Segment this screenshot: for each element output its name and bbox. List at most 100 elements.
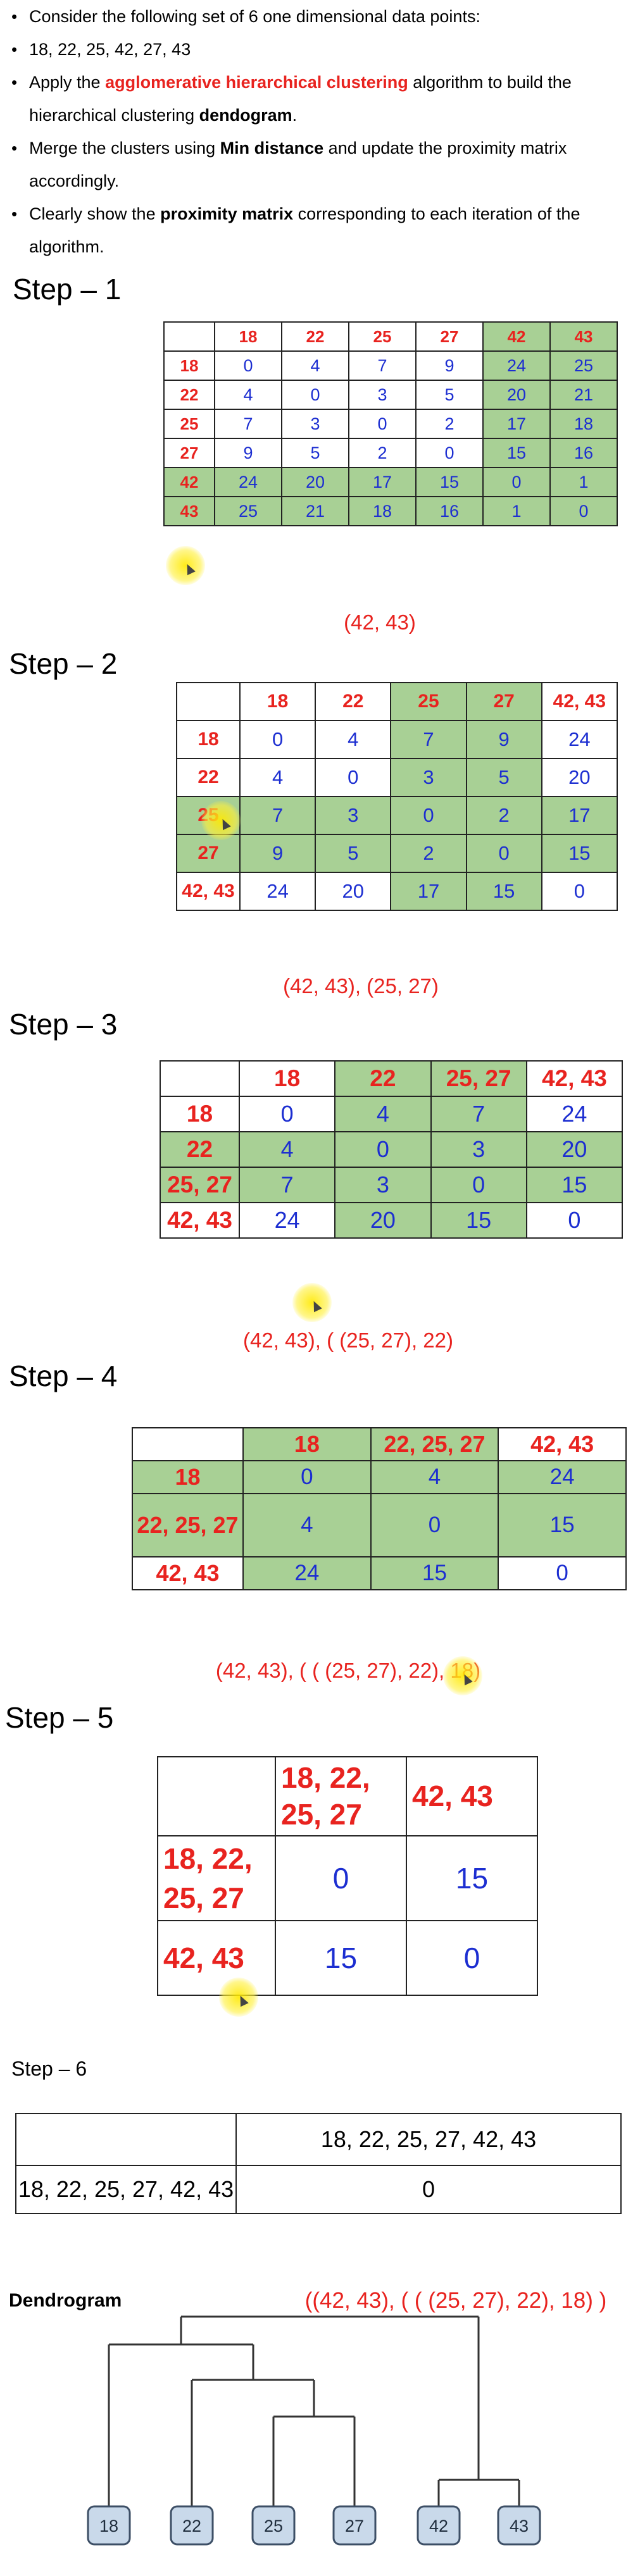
proximity-matrix-step-1: 18 22 25 27 42 43 18 0 4 7 9 24 25 22 4 0 3 5 20 21 25 7 3 0 2 17…: [163, 321, 618, 526]
matrix-cell: 2: [390, 834, 467, 873]
matrix-cell: 24: [541, 720, 618, 759]
matrix-cell: 5: [281, 438, 349, 468]
column-header: 18: [242, 1427, 372, 1461]
bullet-text: and update the proximity matrix accordin…: [29, 139, 567, 190]
matrix-cell: 0: [390, 796, 467, 835]
row-header: 42, 43: [160, 1202, 240, 1239]
cursor-highlight: [219, 1978, 258, 2017]
matrix-cell: 20: [482, 380, 551, 410]
matrix-cell: 7: [348, 350, 417, 381]
matrix-cell: 0: [415, 438, 484, 468]
column-header: 22: [281, 321, 349, 352]
matrix-cell: 7: [239, 796, 316, 835]
matrix-cell: 0: [482, 467, 551, 497]
matrix-cell: 0: [242, 1460, 372, 1494]
proximity-matrix-step-3: 18 22 25, 27 42, 43 18 0 4 7 24 22 4 0 3 20 25, 27 7 3 0 1…: [160, 1060, 624, 1239]
matrix-cell: 17: [482, 409, 551, 439]
bullet-text: Min distance: [220, 139, 324, 158]
matrix-cell: 2: [348, 438, 417, 468]
bullet-text: agglomerative hierarchical clustering: [105, 73, 408, 92]
column-header: 22: [315, 682, 392, 721]
row-header: 27: [176, 834, 241, 873]
row-header: 22: [160, 1131, 240, 1168]
row-header: 18: [132, 1460, 244, 1494]
matrix-cell: 1: [549, 467, 618, 497]
row-header: 27: [163, 438, 215, 468]
column-header: 18: [238, 1060, 336, 1097]
matrix-cell: 24: [238, 1202, 336, 1239]
dendrogram-leaf: [332, 2505, 377, 2546]
matrix-cell: 2: [465, 796, 542, 835]
row-header: 18: [176, 720, 241, 759]
step-2-title: Step – 2: [9, 647, 118, 680]
row-header: 42, 43: [132, 1556, 244, 1590]
dendrogram-leaf: [417, 2505, 461, 2546]
matrix-cell: 15: [370, 1556, 499, 1590]
matrix-cell: 4: [238, 1131, 336, 1168]
matrix-cell: 4: [370, 1460, 499, 1494]
matrix-cell: 16: [415, 496, 484, 526]
column-header: 42, 43: [498, 1427, 627, 1461]
step-3-merge-result: (42, 43), ( (25, 27), 22): [243, 1328, 453, 1352]
step-4-merge-result: (42, 43), ( ( (25, 27), 22), 18): [215, 1659, 481, 1682]
column-header: 22, 25, 27: [370, 1427, 499, 1461]
dendrogram-tree: 18 22 25 27 42 43: [87, 2315, 541, 2546]
dendrogram-leaf-label: 25: [264, 2517, 283, 2536]
problem-statement: Consider the following set of 6 one dime…: [9, 0, 629, 263]
row-header: 25, 27: [160, 1167, 240, 1203]
matrix-cell: 0: [275, 1835, 407, 1922]
bullet-3: Apply the agglomerative hierarchical clu…: [9, 66, 629, 132]
column-header: 42: [482, 321, 551, 352]
matrix-cell: 0: [235, 2165, 622, 2214]
matrix-cell: 20: [281, 467, 349, 497]
matrix-cell: 0: [525, 1202, 624, 1239]
matrix-cell: 4: [214, 380, 282, 410]
matrix-cell: 9: [214, 438, 282, 468]
matrix-cell: 24: [525, 1096, 624, 1132]
row-header: 22: [176, 758, 241, 797]
step-1-merge-result: (42, 43): [344, 610, 416, 634]
matrix-cell: 21: [281, 496, 349, 526]
matrix-cell: 4: [281, 350, 349, 381]
cursor-highlight: [201, 801, 241, 840]
dendrogram-leaf: [251, 2505, 296, 2546]
matrix-cell: 0: [281, 380, 349, 410]
column-header: 25: [390, 682, 467, 721]
matrix-cell: 0: [430, 1167, 527, 1203]
matrix-cell: 24: [242, 1556, 372, 1590]
matrix-corner: [176, 682, 241, 721]
column-header: 18: [239, 682, 316, 721]
matrix-cell: 15: [541, 834, 618, 873]
bullet-text: corresponding to each iteration of the a…: [29, 204, 580, 256]
dendrogram-leaf-label: 22: [182, 2517, 201, 2536]
matrix-cell: 7: [238, 1167, 336, 1203]
matrix-cell: 9: [239, 834, 316, 873]
matrix-cell: 0: [465, 834, 542, 873]
row-header: 43: [163, 496, 215, 526]
dendrogram-leaf-label: 27: [345, 2517, 364, 2536]
bullet-text: 18, 22, 25, 42, 27, 43: [29, 40, 191, 59]
matrix-cell: 15: [430, 1202, 527, 1239]
step-1-title: Step – 1: [13, 273, 122, 306]
matrix-cell: 0: [214, 350, 282, 381]
matrix-cell: 0: [370, 1493, 499, 1557]
matrix-cell: 25: [549, 350, 618, 381]
bullet-2: 18, 22, 25, 42, 27, 43: [9, 33, 629, 66]
matrix-cell: 15: [482, 438, 551, 468]
bullet-text: algorithm to build the hierarchical clus…: [29, 73, 572, 125]
column-header: 18, 22, 25, 27: [275, 1756, 407, 1836]
matrix-cell: 18: [549, 409, 618, 439]
bullet-text: .: [292, 106, 298, 125]
cursor-highlight: [166, 546, 205, 585]
dendrogram-leaf: [87, 2505, 131, 2546]
matrix-cell: 15: [465, 872, 542, 911]
bullet-text: Apply the: [29, 73, 106, 92]
matrix-cell: 18: [348, 496, 417, 526]
matrix-cell: 15: [525, 1167, 624, 1203]
matrix-cell: 3: [334, 1167, 432, 1203]
matrix-corner: [132, 1427, 244, 1461]
matrix-cell: 7: [214, 409, 282, 439]
bullet-text: Consider the following set of 6 one dime…: [29, 7, 480, 26]
matrix-cell: 4: [315, 720, 392, 759]
dendrogram-leaf: [497, 2505, 541, 2546]
